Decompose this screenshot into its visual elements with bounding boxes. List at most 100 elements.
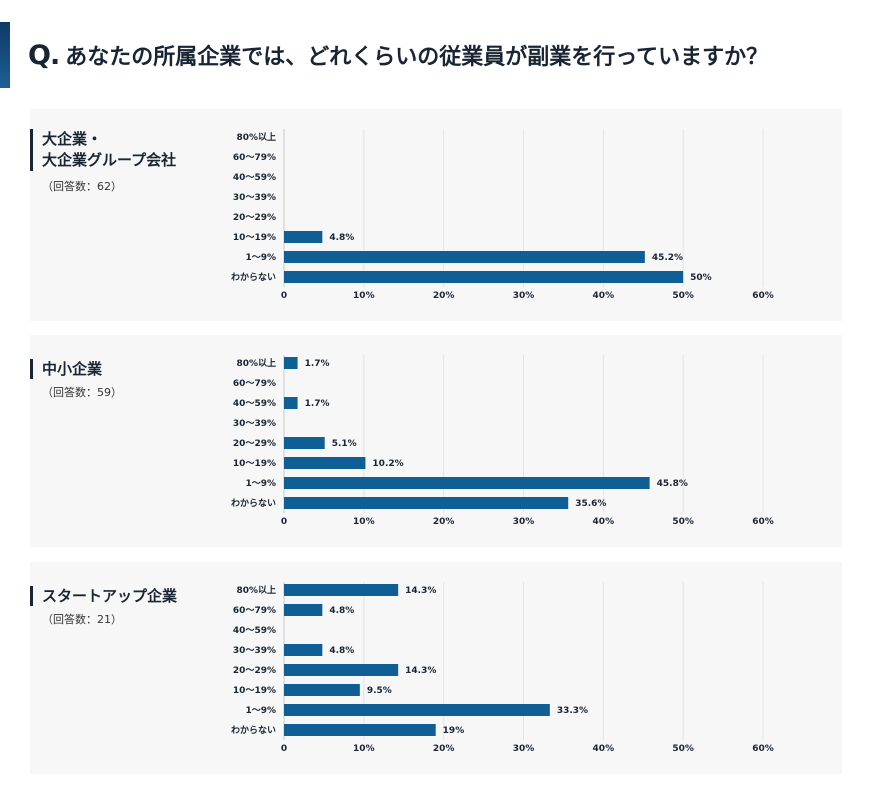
category-label: 20〜29%: [233, 439, 276, 449]
segment-name: 大企業・ 大企業グループ会社: [42, 129, 176, 171]
page-title: Q. あなたの所属企業では、どれくらいの従業員が副業を行っていますか？: [28, 36, 768, 76]
bar: [284, 477, 650, 489]
x-tick-label: 50%: [672, 517, 694, 527]
response-count: （回答数：21）: [42, 613, 122, 626]
bar: [284, 664, 399, 676]
category-label: 20〜29%: [233, 666, 276, 676]
panel-startup: スタートアップ企業 （回答数：21） 0 10% 20% 30% 40% 50% 60% 80…: [30, 562, 842, 774]
bar: [284, 437, 325, 449]
x-tick-label: 50%: [672, 744, 694, 754]
x-tick-label: 0: [281, 291, 287, 301]
category-label: 40〜59%: [233, 173, 276, 183]
x-tick-label: 60%: [752, 517, 774, 527]
category-label: わからない: [231, 725, 276, 736]
x-tick-label: 30%: [513, 517, 535, 527]
value-label: 33.3%: [557, 706, 588, 716]
category-label: 30〜39%: [233, 646, 276, 656]
bar: [284, 271, 684, 283]
x-tick-label: 10%: [353, 744, 375, 754]
x-tick-label: 0: [281, 744, 287, 754]
x-tick-label: 10%: [353, 291, 375, 301]
category-label: 60〜79%: [233, 606, 276, 616]
x-tick-label: 30%: [513, 291, 535, 301]
value-label: 19%: [443, 726, 465, 736]
value-label: 10.2%: [372, 459, 403, 469]
segment-accent-bar: [30, 586, 33, 606]
question-text: あなたの所属企業では、どれくらいの従業員が副業を行っていますか？: [65, 45, 769, 70]
category-label: 10〜19%: [233, 233, 276, 243]
bar-chart: 0 10% 20% 30% 40% 50% 60% 80%以上 14.3% 60〜79% 4.8% 4…: [231, 582, 774, 754]
value-label: 4.8%: [329, 233, 354, 243]
bar: [284, 704, 550, 716]
segment-accent-bar: [30, 359, 33, 379]
title-accent-bar: [0, 22, 10, 88]
x-tick-label: 40%: [593, 517, 615, 527]
bar: [284, 644, 323, 656]
value-label: 1.7%: [305, 359, 330, 369]
response-count: （回答数：62）: [42, 180, 122, 193]
bar: [284, 497, 569, 509]
x-tick-label: 40%: [593, 291, 615, 301]
value-label: 45.8%: [657, 479, 688, 489]
value-label: 4.8%: [329, 646, 354, 656]
category-label: 1〜9%: [245, 253, 276, 263]
bar-chart: 0 10% 20% 30% 40% 50% 60% 80%以上 60〜79% 40〜59% 30〜3…: [231, 129, 774, 301]
value-label: 35.6%: [575, 499, 606, 509]
value-label: 9.5%: [367, 686, 392, 696]
category-label: 80%以上: [236, 584, 276, 596]
category-label: 20〜29%: [233, 213, 276, 223]
bar-chart: 0 10% 20% 30% 40% 50% 60% 80%以上 1.7% 60〜79% 40〜59%…: [231, 355, 774, 527]
category-label: 30〜39%: [233, 419, 276, 429]
segment-name-line: 大企業グループ会社: [42, 151, 177, 169]
x-tick-label: 20%: [433, 291, 455, 301]
x-tick-label: 40%: [593, 744, 615, 754]
category-label: 40〜59%: [233, 626, 276, 636]
category-label: 1〜9%: [245, 479, 276, 489]
x-tick-label: 10%: [353, 517, 375, 527]
value-label: 5.1%: [332, 439, 357, 449]
category-label: 60〜79%: [233, 153, 276, 163]
value-label: 1.7%: [305, 399, 330, 409]
category-label: 80%以上: [236, 131, 276, 143]
segment-name-line: 中小企業: [42, 360, 103, 378]
panel-large-enterprise: 大企業・ 大企業グループ会社 （回答数：62） 0 10% 20% 30% 40% 50%…: [30, 109, 842, 321]
x-tick-label: 30%: [513, 744, 535, 754]
category-label: 30〜39%: [233, 193, 276, 203]
segment-accent-bar: [30, 129, 33, 171]
category-label: 1〜9%: [245, 706, 276, 716]
bar: [284, 231, 323, 243]
bar: [284, 251, 645, 263]
panel-sme: 中小企業 （回答数：59） 0 10% 20% 30% 40% 50% 60% 80%以上 1.…: [30, 335, 842, 547]
category-label: 60〜79%: [233, 379, 276, 389]
category-label: 40〜59%: [233, 399, 276, 409]
category-label: 80%以上: [236, 357, 276, 369]
x-tick-label: 20%: [433, 744, 455, 754]
value-label: 50%: [690, 273, 712, 283]
x-tick-label: 60%: [752, 291, 774, 301]
category-label: 10〜19%: [233, 686, 276, 696]
segment-name-line: 大企業・: [42, 130, 103, 148]
segment-name: スタートアップ企業: [42, 586, 177, 607]
category-label: わからない: [231, 498, 276, 509]
value-label: 4.8%: [329, 606, 354, 616]
bar: [284, 604, 323, 616]
value-label: 14.3%: [405, 666, 436, 676]
bar: [284, 724, 436, 736]
segment-name: 中小企業: [42, 359, 102, 380]
x-tick-label: 60%: [752, 744, 774, 754]
x-tick-label: 0: [281, 517, 287, 527]
question-prefix: Q.: [28, 40, 60, 71]
response-count: （回答数：59）: [42, 386, 122, 399]
bar: [284, 584, 399, 596]
x-tick-label: 50%: [672, 291, 694, 301]
x-tick-label: 20%: [433, 517, 455, 527]
value-label: 45.2%: [652, 253, 683, 263]
bar: [284, 357, 298, 369]
value-label: 14.3%: [405, 586, 436, 596]
segment-name-line: スタートアップ企業: [42, 587, 178, 605]
bar: [284, 397, 298, 409]
category-label: 10〜19%: [233, 459, 276, 469]
bar: [284, 684, 360, 696]
category-label: わからない: [231, 272, 276, 283]
bar: [284, 457, 366, 469]
